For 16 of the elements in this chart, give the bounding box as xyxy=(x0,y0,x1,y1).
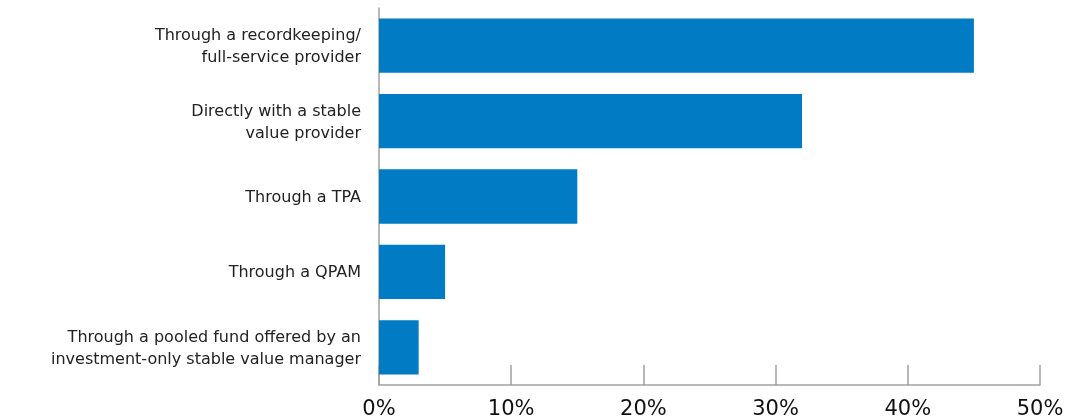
bar xyxy=(379,93,803,149)
y-tick-label: Through a recordkeeping/ full-service provider xyxy=(153,25,362,67)
y-tick-label: Through a pooled fund offered by an investment-only stable value manager xyxy=(51,326,362,368)
x-tick-label: 30% xyxy=(752,395,799,419)
y-tick-label: Through a TPA xyxy=(244,187,362,206)
x-tick-label: 10% xyxy=(487,395,535,419)
bar xyxy=(379,320,419,375)
y-tick-label: Directly with a stable value provider xyxy=(191,100,362,142)
x-tick-label: 20% xyxy=(620,395,667,419)
bar xyxy=(379,18,974,73)
x-tick-label: 50% xyxy=(1016,395,1064,419)
x-tick-label: 0% xyxy=(362,395,396,419)
bar xyxy=(379,169,578,224)
y-tick-label: Through a QPAM xyxy=(227,262,361,282)
x-tick-label: 40% xyxy=(884,395,932,419)
bar xyxy=(379,244,446,300)
